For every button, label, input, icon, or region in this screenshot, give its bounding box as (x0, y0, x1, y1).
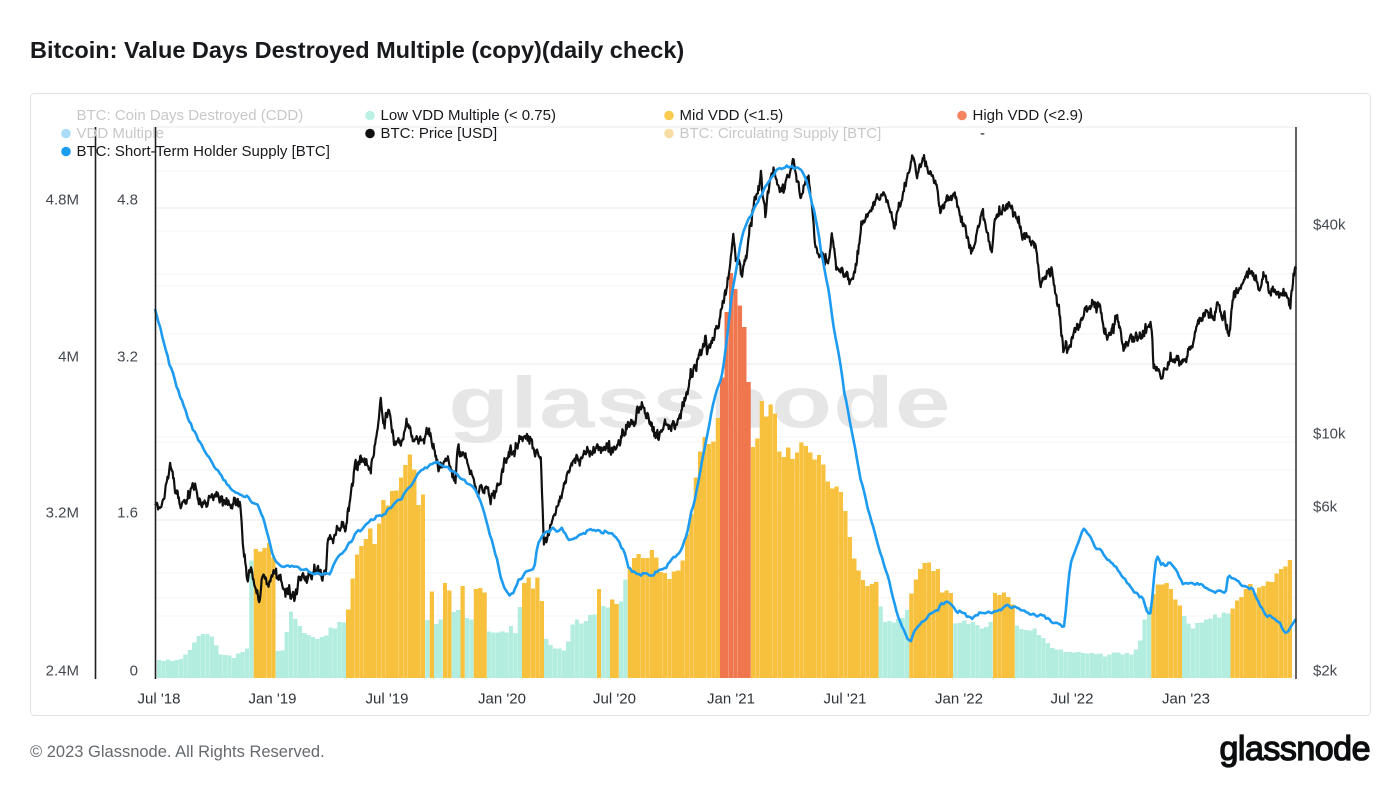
svg-text:$40k: $40k (1313, 217, 1346, 234)
svg-text:3.2M: 3.2M (46, 505, 79, 522)
svg-text:Bitcoin: Value Days Destroyed: Bitcoin: Value Days Destroyed Multiple (… (30, 37, 684, 63)
svg-text:BTC: Short-Term Holder Supply: BTC: Short-Term Holder Supply [BTC] (77, 143, 330, 160)
svg-text:© 2023 Glassnode. All Rights R: © 2023 Glassnode. All Rights Reserved. (30, 743, 325, 761)
svg-text:3.2: 3.2 (117, 349, 138, 366)
svg-text:Jul '18: Jul '18 (138, 691, 181, 708)
svg-text:Jul '20: Jul '20 (593, 691, 636, 708)
svg-text:Jan '21: Jan '21 (707, 691, 755, 708)
svg-text:Mid VDD (<1.5): Mid VDD (<1.5) (680, 107, 784, 124)
svg-text:Jan '20: Jan '20 (478, 691, 526, 708)
svg-text:BTC: Circulating Supply [BTC]: BTC: Circulating Supply [BTC] (680, 125, 882, 142)
svg-text:glassnode: glassnode (448, 363, 952, 444)
svg-text:$10k: $10k (1313, 426, 1346, 443)
svg-text:4.8: 4.8 (117, 192, 138, 209)
svg-text:glassnode: glassnode (1219, 730, 1370, 768)
svg-text:$2k: $2k (1313, 663, 1338, 680)
svg-text:Jul '22: Jul '22 (1051, 691, 1094, 708)
svg-text:Low VDD Multiple (< 0.75): Low VDD Multiple (< 0.75) (381, 107, 557, 124)
svg-text:High VDD (<2.9): High VDD (<2.9) (973, 107, 1083, 124)
svg-text:4.8M: 4.8M (46, 192, 79, 209)
svg-text:4M: 4M (58, 349, 79, 366)
svg-text:Jul '21: Jul '21 (824, 691, 867, 708)
svg-text:-: - (980, 125, 985, 142)
svg-text:Jul '19: Jul '19 (366, 691, 409, 708)
svg-text:VDD Multiple: VDD Multiple (77, 125, 165, 142)
svg-text:Jan '22: Jan '22 (935, 691, 983, 708)
svg-text:$6k: $6k (1313, 499, 1338, 516)
svg-text:BTC: Price [USD]: BTC: Price [USD] (381, 125, 498, 142)
svg-text:2.4M: 2.4M (46, 663, 79, 680)
svg-text:Jan '23: Jan '23 (1162, 691, 1210, 708)
svg-text:1.6: 1.6 (117, 505, 138, 522)
svg-text:0: 0 (130, 663, 138, 680)
svg-text:Jan '19: Jan '19 (249, 691, 297, 708)
svg-text:BTC: Coin Days Destroyed (CDD): BTC: Coin Days Destroyed (CDD) (77, 107, 304, 124)
